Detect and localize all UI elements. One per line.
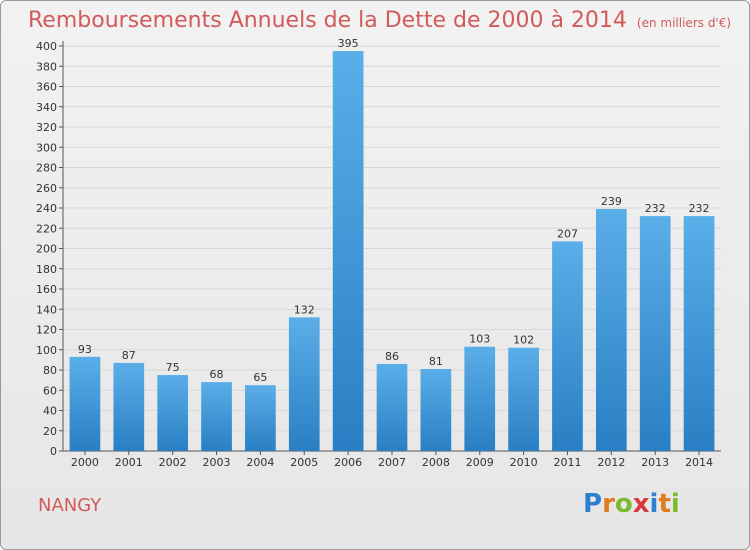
y-tick-label: 220 <box>36 222 57 235</box>
logo-letter: i <box>670 489 680 519</box>
x-tick-label: 2014 <box>685 456 713 469</box>
bar <box>69 356 101 451</box>
x-tick-label: 2000 <box>71 456 99 469</box>
x-tick-label: 2006 <box>334 456 362 469</box>
data-label: 87 <box>122 349 136 362</box>
y-tick-label: 60 <box>43 384 57 397</box>
y-tick-label: 0 <box>50 445 57 458</box>
data-label: 103 <box>469 333 490 346</box>
proxiti-logo[interactable]: Proxiti <box>583 489 680 519</box>
data-label: 395 <box>338 37 359 50</box>
x-tick-label: 2013 <box>641 456 669 469</box>
data-label: 102 <box>513 334 534 347</box>
data-label: 86 <box>385 350 399 363</box>
data-label: 232 <box>645 202 666 215</box>
x-tick-label: 2003 <box>203 456 231 469</box>
x-tick-label: 2012 <box>597 456 625 469</box>
bar <box>376 363 408 451</box>
y-tick-label: 320 <box>36 121 57 134</box>
y-tick-label: 400 <box>36 40 57 53</box>
bar <box>157 375 189 451</box>
bar <box>639 216 671 451</box>
x-tick-label: 2008 <box>422 456 450 469</box>
data-label: 81 <box>429 355 443 368</box>
x-tick-label: 2002 <box>159 456 187 469</box>
y-tick-label: 340 <box>36 101 57 114</box>
data-label: 239 <box>601 195 622 208</box>
logo-letter: i <box>649 489 659 519</box>
y-tick-label: 120 <box>36 324 57 337</box>
x-tick-label: 2005 <box>290 456 318 469</box>
logo-letter: o <box>614 489 633 519</box>
y-tick-label: 380 <box>36 60 57 73</box>
y-tick-label: 80 <box>43 364 57 377</box>
x-tick-label: 2009 <box>466 456 494 469</box>
chart-title: Remboursements Annuels de la Dette de 20… <box>28 8 627 33</box>
data-label: 232 <box>689 202 710 215</box>
bar <box>288 317 320 451</box>
logo-letter: r <box>602 489 615 519</box>
x-tick-label: 2001 <box>115 456 143 469</box>
y-tick-label: 20 <box>43 425 57 438</box>
data-label: 207 <box>557 227 578 240</box>
y-tick-label: 280 <box>36 162 57 175</box>
logo-letter: P <box>583 489 603 519</box>
chart-subtitle: (en milliers d'€) <box>636 16 732 30</box>
data-label: 93 <box>78 343 92 356</box>
chart-title-block: Remboursements Annuels de la Dette de 20… <box>28 8 731 33</box>
x-tick-label: 2007 <box>378 456 406 469</box>
y-tick-label: 260 <box>36 182 57 195</box>
bar <box>464 346 496 451</box>
data-label: 75 <box>166 361 180 374</box>
bar <box>595 209 627 451</box>
bar <box>332 51 364 451</box>
y-tick-label: 240 <box>36 202 57 215</box>
data-label: 68 <box>210 368 224 381</box>
logo-letter: t <box>658 489 671 519</box>
y-tick-label: 180 <box>36 263 57 276</box>
place-name: NANGY <box>38 495 102 516</box>
bar <box>245 385 276 451</box>
data-label: 65 <box>253 371 267 384</box>
y-tick-label: 160 <box>36 283 57 296</box>
bar <box>683 216 715 451</box>
y-tick-label: 100 <box>36 344 57 357</box>
bar <box>420 368 452 451</box>
bar <box>552 241 583 451</box>
bar <box>508 347 539 451</box>
x-tick-label: 2011 <box>553 456 581 469</box>
x-tick-label: 2004 <box>246 456 274 469</box>
y-tick-label: 300 <box>36 141 57 154</box>
data-label: 132 <box>294 303 315 316</box>
bar <box>201 382 232 451</box>
logo-letter: x <box>632 489 650 519</box>
y-tick-label: 140 <box>36 303 57 316</box>
bar <box>113 362 145 451</box>
y-tick-label: 40 <box>43 405 57 418</box>
y-tick-label: 200 <box>36 243 57 256</box>
y-tick-label: 360 <box>36 81 57 94</box>
x-tick-label: 2010 <box>510 456 538 469</box>
